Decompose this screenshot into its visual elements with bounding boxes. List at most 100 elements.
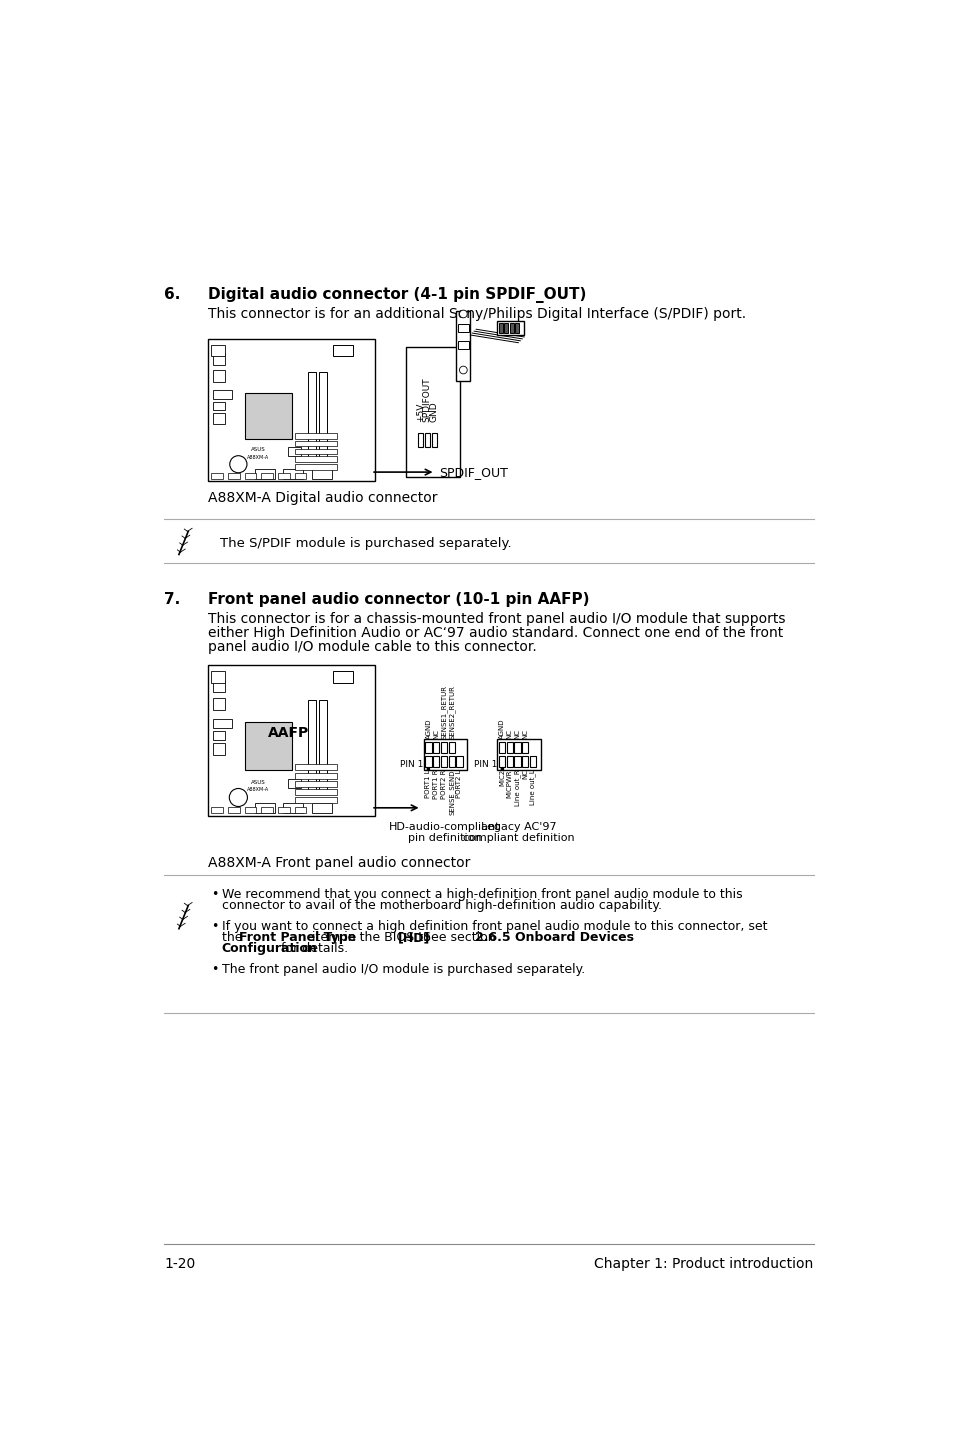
Bar (294, 765, 336, 771)
Text: Line out_R: Line out_R (514, 769, 520, 805)
Text: A88XM-A: A88XM-A (247, 454, 269, 460)
Text: +5V: +5V (416, 403, 424, 421)
Bar (212, 345, 225, 357)
Text: PIN 1: PIN 1 (474, 761, 497, 769)
Bar (288, 779, 300, 788)
Text: ▪: ▪ (498, 765, 503, 771)
Bar (212, 473, 223, 479)
Text: SENSE_SEND: SENSE_SEND (448, 769, 455, 815)
Bar (245, 807, 256, 814)
Bar (294, 473, 306, 479)
Bar (521, 756, 528, 766)
Bar (509, 324, 513, 332)
Bar (425, 756, 431, 766)
Text: This connector is for an additional Sony/Philips Digital Interface (S/PDIF) port: This connector is for an additional Sony… (208, 306, 745, 321)
Text: SPDIF_OUT: SPDIF_OUT (439, 466, 508, 479)
Text: SPDIFOUT: SPDIFOUT (422, 377, 432, 421)
Bar (333, 345, 353, 357)
Text: item in the BIOS to: item in the BIOS to (307, 930, 434, 943)
Text: NC: NC (514, 729, 520, 739)
Bar (288, 447, 300, 456)
Text: PORT1 L: PORT1 L (425, 769, 431, 798)
Bar (213, 354, 225, 364)
Bar (456, 756, 462, 766)
Text: This connector is for a chassis-mounted front panel audio I/O module that suppor: This connector is for a chassis-mounted … (208, 613, 785, 626)
Text: . See section: . See section (415, 930, 499, 943)
Text: NC: NC (522, 769, 528, 779)
Bar (213, 390, 232, 398)
Circle shape (230, 456, 247, 473)
Text: Legacy AC'97
compliant definition: Legacy AC'97 compliant definition (462, 821, 574, 843)
Text: We recommend that you connect a high-definition front panel audio module to this: We recommend that you connect a high-def… (221, 887, 741, 900)
Bar (208, 339, 375, 482)
Bar (504, 324, 508, 332)
Text: A88XM-A: A88XM-A (247, 788, 269, 792)
Text: SENSE1_RETUR: SENSE1_RETUR (440, 684, 447, 739)
Bar (506, 742, 513, 754)
Bar (457, 325, 468, 332)
Text: A88XM-A Front panel audio connector: A88XM-A Front panel audio connector (208, 856, 470, 870)
Bar (294, 449, 336, 454)
Bar (261, 807, 273, 814)
Bar (208, 666, 375, 815)
Bar (319, 371, 327, 460)
Text: If you want to connect a high definition front panel audio module to this connec: If you want to connect a high definition… (221, 920, 766, 933)
Text: NC: NC (433, 729, 438, 739)
Bar (457, 341, 468, 349)
Circle shape (459, 367, 467, 374)
Text: Line out_L: Line out_L (529, 769, 536, 805)
Text: HD-audio-compliant
pin definition: HD-audio-compliant pin definition (389, 821, 500, 843)
Bar (417, 433, 422, 447)
Bar (514, 756, 520, 766)
Text: 2.6.5 Onboard Devices: 2.6.5 Onboard Devices (475, 930, 634, 943)
Bar (294, 433, 336, 439)
Bar (506, 756, 513, 766)
Bar (254, 469, 274, 479)
Text: for details.: for details. (277, 942, 348, 955)
Text: Configuration: Configuration (221, 942, 317, 955)
Bar (406, 347, 459, 477)
Bar (448, 756, 455, 766)
Circle shape (229, 788, 247, 807)
Bar (213, 413, 225, 424)
Text: Front Panel Type: Front Panel Type (238, 930, 355, 943)
Bar (530, 756, 536, 766)
Text: ASUS: ASUS (251, 447, 266, 453)
Bar (514, 742, 520, 754)
Text: NC: NC (506, 729, 513, 739)
Bar (440, 742, 447, 754)
Text: either High Definition Audio or AC‘97 audio standard. Connect one end of the fro: either High Definition Audio or AC‘97 au… (208, 626, 782, 640)
Text: 7.: 7. (164, 592, 180, 607)
Bar (294, 781, 336, 787)
Text: the: the (221, 930, 246, 943)
Text: •: • (211, 887, 218, 900)
Text: 1-20: 1-20 (164, 1257, 195, 1271)
Bar (245, 722, 292, 771)
Text: ▪: ▪ (425, 765, 430, 771)
Bar (515, 324, 518, 332)
Bar (308, 700, 315, 792)
Bar (448, 742, 455, 754)
Circle shape (459, 311, 467, 318)
Bar (213, 680, 225, 692)
Bar (294, 798, 336, 804)
Bar (319, 700, 327, 792)
Text: 6.: 6. (164, 286, 180, 302)
Text: MIC2: MIC2 (498, 769, 504, 787)
Text: Front panel audio connector (10-1 pin AAFP): Front panel audio connector (10-1 pin AA… (208, 592, 589, 607)
Text: •: • (211, 963, 218, 976)
Bar (283, 469, 303, 479)
Bar (213, 370, 225, 381)
Text: AAFP: AAFP (268, 726, 309, 741)
Bar (294, 464, 336, 470)
Text: [HD]: [HD] (397, 930, 430, 943)
Text: The front panel audio I/O module is purchased separately.: The front panel audio I/O module is purc… (221, 963, 584, 976)
Bar (213, 732, 225, 741)
Bar (213, 699, 225, 710)
Text: panel audio I/O module cable to this connector.: panel audio I/O module cable to this con… (208, 640, 537, 654)
Text: PORT2 L: PORT2 L (456, 769, 462, 798)
Bar (333, 672, 353, 683)
Text: Chapter 1: Product introduction: Chapter 1: Product introduction (594, 1257, 813, 1271)
Bar (497, 739, 540, 771)
Bar (294, 789, 336, 795)
